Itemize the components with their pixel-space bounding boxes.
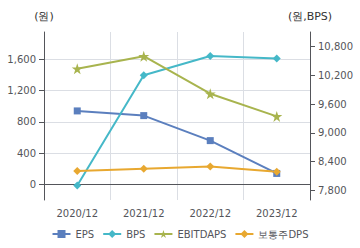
svg-text:EPS: EPS [76,229,95,240]
svg-text:9,000: 9,000 [318,127,347,138]
svg-text:1,200: 1,200 [7,85,36,96]
svg-text:400: 400 [17,148,36,159]
svg-text:(원,BPS): (원,BPS) [288,10,332,23]
svg-text:800: 800 [17,116,36,127]
svg-text:(원): (원) [34,10,54,23]
svg-text:2021/12: 2021/12 [123,208,165,219]
svg-text:BPS: BPS [126,229,145,240]
svg-text:10,800: 10,800 [318,41,353,52]
svg-text:1,600: 1,600 [7,54,36,65]
svg-text:2022/12: 2022/12 [189,208,231,219]
svg-text:0: 0 [30,179,36,190]
svg-text:10,200: 10,200 [318,70,353,81]
svg-text:8,400: 8,400 [318,156,347,167]
svg-text:2020/12: 2020/12 [56,208,98,219]
svg-text:보통주DPS: 보통주DPS [258,229,308,240]
svg-text:EBITDAPS: EBITDAPS [177,229,226,240]
svg-text:2023/12: 2023/12 [256,208,298,219]
svg-text:7,800: 7,800 [318,185,347,196]
svg-text:9,600: 9,600 [318,99,347,110]
